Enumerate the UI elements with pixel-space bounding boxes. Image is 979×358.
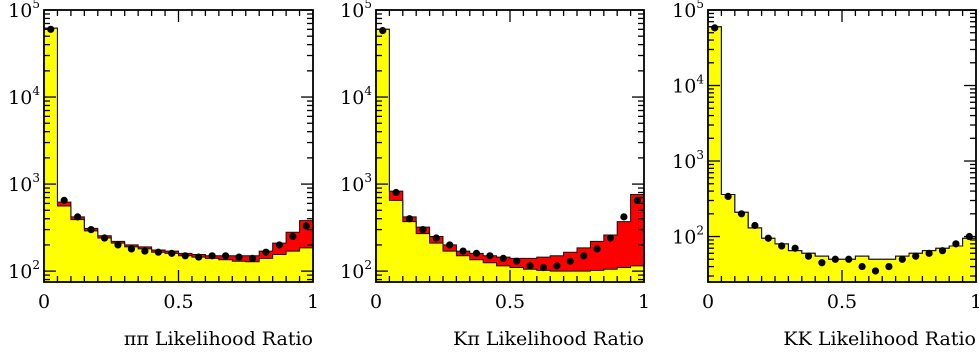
data-point — [235, 253, 243, 261]
data-point — [114, 241, 122, 249]
data-point — [553, 262, 561, 270]
data-point — [831, 255, 839, 263]
data-point — [181, 252, 189, 260]
data-point — [737, 210, 746, 218]
x-tick-label: 0 — [38, 291, 50, 313]
data-point — [764, 234, 772, 242]
data-point — [141, 247, 149, 255]
data-point — [952, 240, 960, 248]
y-tick-label: 104 — [340, 84, 372, 109]
y-tick-label: 103 — [8, 171, 40, 196]
histogram-fill-1 — [376, 29, 644, 282]
data-point — [912, 252, 920, 260]
y-tick-label: 105 — [340, 0, 372, 22]
data-point — [168, 249, 176, 257]
histogram-outline-2 — [708, 26, 976, 260]
histogram-fill-1 — [708, 26, 976, 282]
data-point — [778, 242, 786, 250]
data-point — [74, 213, 82, 221]
y-tick-label: 102 — [8, 258, 40, 283]
data-point — [60, 196, 68, 204]
data-point — [275, 241, 283, 249]
data-point — [871, 267, 880, 275]
x-tick-label: 1 — [307, 291, 319, 313]
y-tick-label: 104 — [672, 73, 704, 98]
data-point — [486, 252, 494, 260]
data-point — [526, 262, 534, 270]
data-point — [566, 257, 574, 265]
data-point — [87, 225, 95, 234]
y-tick-label: 103 — [672, 148, 704, 173]
data-point — [289, 232, 297, 241]
x-axis-title: KK Likelihood Ratio — [783, 328, 976, 350]
data-point — [248, 254, 257, 263]
plot-area — [44, 25, 313, 282]
data-point — [513, 257, 521, 265]
y-tick-label: 104 — [8, 84, 40, 109]
plot-area — [708, 24, 976, 282]
x-tick-label: 1 — [970, 291, 979, 313]
data-point — [580, 252, 588, 260]
data-point — [379, 26, 387, 35]
data-point — [47, 25, 55, 33]
data-point — [539, 263, 548, 272]
data-point — [593, 245, 601, 253]
data-point — [751, 221, 759, 230]
y-tick-label: 102 — [340, 258, 372, 283]
x-tick-label: 0.5 — [827, 291, 857, 313]
x-tick-label: 0 — [370, 291, 382, 313]
data-point — [845, 255, 853, 263]
data-point — [208, 252, 216, 260]
data-point — [898, 255, 906, 263]
data-point — [633, 196, 641, 204]
x-axis-title: ππ Likelihood Ratio — [124, 328, 313, 350]
plot-area — [376, 26, 644, 282]
data-point — [127, 245, 136, 253]
data-point — [432, 234, 440, 242]
y-tick-label: 103 — [340, 171, 372, 196]
histogram-fill-1 — [44, 28, 313, 282]
data-point — [818, 259, 826, 267]
data-point — [791, 244, 799, 252]
data-point — [100, 234, 109, 242]
y-tick-label: 105 — [672, 0, 704, 22]
chart-panel-1: 102 103 104 105 0 0.5 1 ππ Likelihood Ratio — [8, 0, 319, 350]
histogram-outline-2 — [376, 28, 644, 259]
data-point — [858, 262, 866, 271]
chart-panel-3: 102 103 104 105 0 0.5 1 KK Likelihood Ratio — [672, 0, 979, 350]
y-tick-label: 105 — [8, 0, 40, 22]
data-point — [711, 24, 719, 32]
data-point — [195, 253, 203, 261]
x-tick-label: 0 — [702, 291, 714, 313]
data-point — [804, 252, 813, 260]
x-tick-label: 0.5 — [495, 291, 525, 313]
data-point — [885, 262, 893, 271]
data-point — [405, 215, 414, 223]
data-point — [419, 225, 427, 234]
data-point — [392, 188, 400, 197]
data-point — [620, 213, 628, 221]
data-point — [302, 222, 310, 230]
data-point — [938, 247, 947, 255]
histogram-outline-2 — [44, 27, 313, 257]
data-point — [459, 247, 467, 255]
data-point — [262, 248, 270, 256]
data-point — [446, 241, 454, 249]
x-tick-label: 0.5 — [163, 291, 193, 313]
x-tick-label: 1 — [638, 291, 650, 313]
data-point — [724, 192, 732, 201]
histogram-outline-1 — [376, 28, 644, 272]
y-tick-label: 102 — [672, 224, 704, 249]
data-point — [925, 249, 933, 257]
data-point — [472, 249, 481, 257]
chart-panel-2: 102 103 104 105 0 0.5 1 Kπ Likelihood Ratio — [340, 0, 650, 350]
data-point — [154, 248, 162, 256]
data-point — [606, 234, 615, 242]
data-point — [221, 252, 230, 260]
x-axis-title: Kπ Likelihood Ratio — [453, 328, 644, 350]
data-point — [499, 254, 507, 263]
